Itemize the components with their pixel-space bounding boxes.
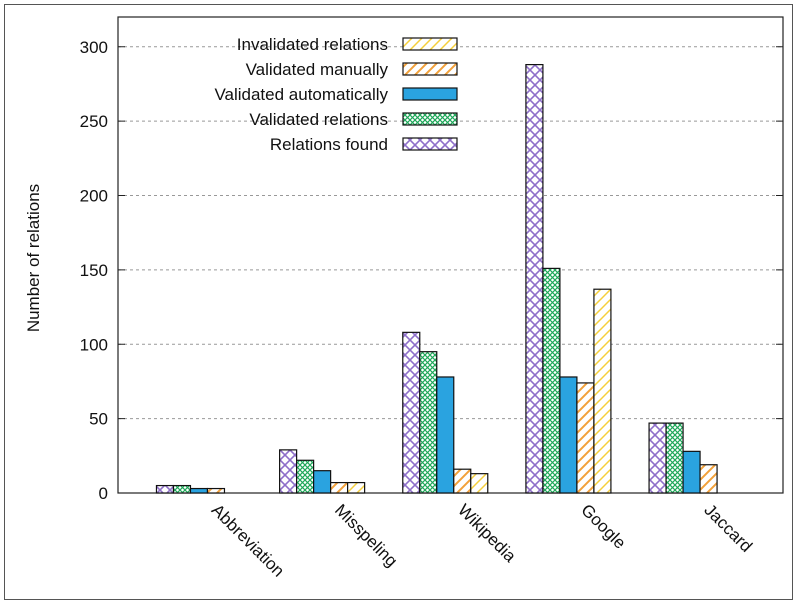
x-tick-label: Misspeling (331, 500, 401, 570)
bar-solid-blue (313, 470, 332, 494)
bar-orange-diagonal (206, 487, 226, 494)
x-tick-label: Jaccard (700, 500, 756, 556)
bar-orange-diagonal (453, 468, 472, 494)
bar-green-crosshatch (296, 459, 315, 494)
bars (155, 63, 718, 494)
x-tick-label: Wikipedia (454, 500, 520, 566)
legend-swatch (402, 137, 458, 151)
legend-swatch (402, 62, 458, 76)
y-axis-title: Number of relations (24, 184, 43, 332)
legend: Invalidated relations Validated manually V… (214, 35, 458, 154)
bar-green-crosshatch (419, 351, 438, 494)
bar-diamond-hatch (279, 449, 298, 494)
y-tick-label: 300 (80, 38, 108, 57)
legend-label: Relations found (270, 135, 388, 154)
bar-solid-blue (189, 487, 209, 494)
legend-label: Invalidated relations (237, 35, 388, 54)
x-tick-label: Abbreviation (208, 500, 288, 580)
bar-green-crosshatch (665, 422, 684, 494)
bar-yellow-diagonal (470, 473, 489, 494)
bar-orange-diagonal (330, 481, 349, 494)
bar-green-crosshatch (172, 484, 192, 494)
bar-diamond-hatch (648, 422, 667, 494)
legend-swatch (402, 112, 458, 126)
x-tick-label: Google (577, 500, 629, 552)
bar-orange-diagonal (699, 464, 718, 494)
bar-solid-blue (682, 450, 701, 494)
bar-green-crosshatch (542, 267, 561, 494)
grid-lines (118, 46, 783, 420)
legend-swatch (402, 37, 458, 51)
bar-yellow-diagonal (593, 288, 612, 494)
legend-label: Validated automatically (214, 85, 388, 104)
legend-label: Validated relations (249, 110, 388, 129)
bar-diamond-hatch (525, 63, 544, 494)
y-tick-label: 200 (80, 187, 108, 206)
bar-orange-diagonal (576, 382, 595, 494)
y-tick-label: 250 (80, 112, 108, 131)
bar-yellow-diagonal (347, 481, 366, 494)
bar-solid-blue (559, 376, 578, 494)
legend-swatch (402, 87, 458, 101)
legend-label: Validated manually (246, 60, 389, 79)
y-tick-label: 100 (80, 335, 108, 354)
bar-diamond-hatch (402, 331, 421, 494)
bar-solid-blue (436, 376, 455, 494)
y-tick-label: 0 (99, 484, 108, 503)
y-tick-label: 150 (80, 261, 108, 280)
bar-diamond-hatch (155, 484, 175, 494)
y-tick-label: 50 (89, 410, 108, 429)
figure-frame (4, 4, 793, 600)
